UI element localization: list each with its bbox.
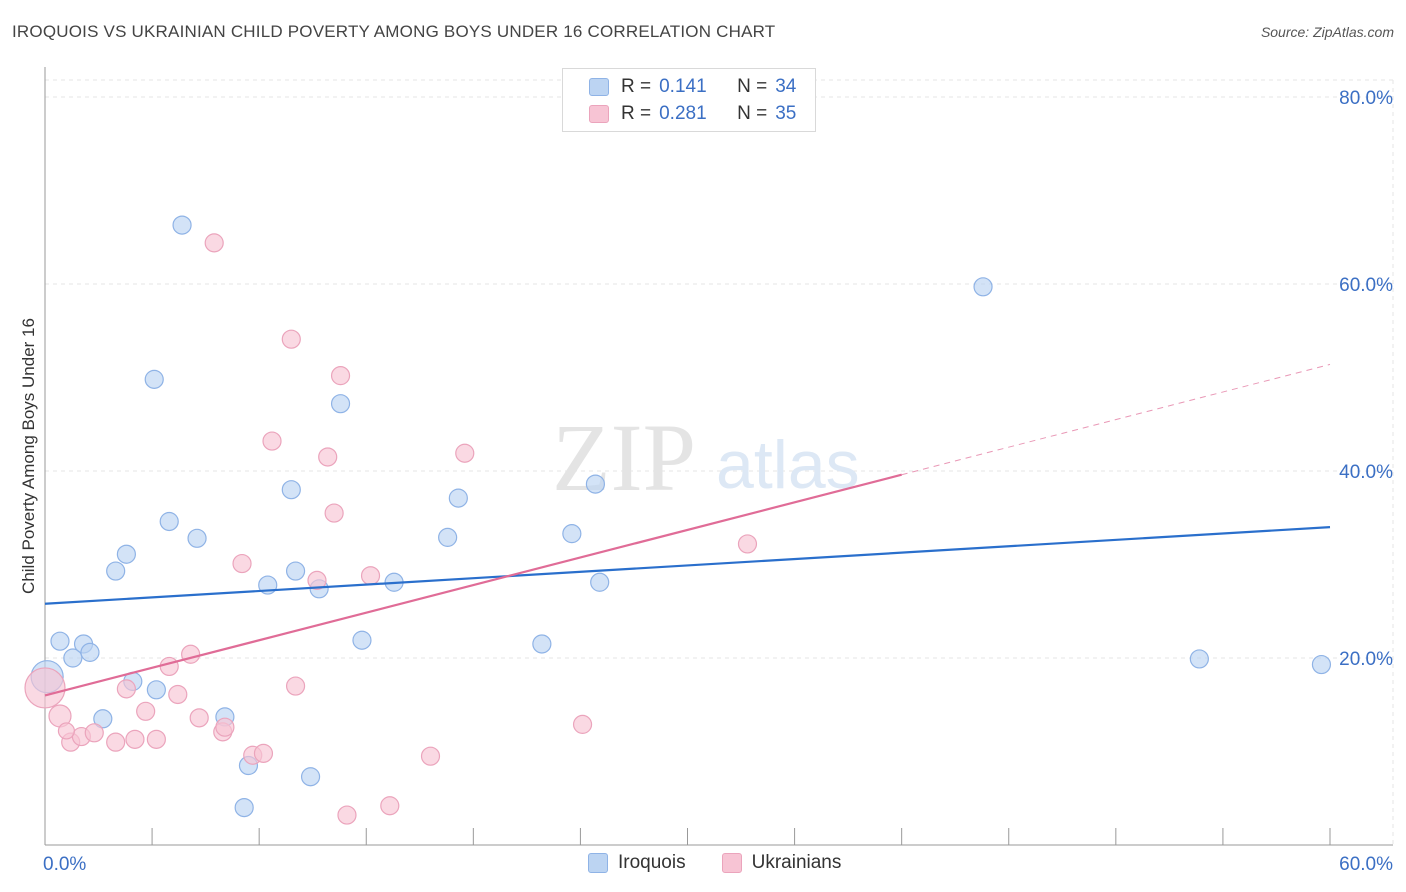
ukrainians-point — [455, 443, 475, 463]
ukrainians-swatch — [589, 105, 609, 123]
ukrainians-point — [215, 717, 235, 737]
iroquois-point — [93, 709, 113, 729]
watermark: ZIP atlas — [552, 404, 860, 511]
legend-row-ukrainians: R = 0.281 N = 35 — [589, 102, 796, 126]
ukrainians-point — [420, 746, 441, 766]
source-label: Source: ZipAtlas.com — [1260, 24, 1394, 40]
iroquois-point — [585, 474, 606, 494]
ukrainians-point — [136, 701, 156, 721]
iroquois-point — [352, 630, 372, 650]
ukrainians-point — [318, 447, 338, 467]
n-label: N = — [737, 76, 768, 97]
ukrainians-point — [380, 796, 400, 816]
series-legend: Iroquois Ukrainians — [588, 852, 877, 874]
ukrainians-point — [189, 708, 209, 728]
iroquois-point — [80, 642, 100, 662]
ukrainians-point — [253, 743, 274, 763]
iroquois-point — [330, 394, 351, 414]
n-value-ukrainians: 35 — [775, 103, 797, 124]
ukrainians-point — [125, 729, 145, 749]
iroquois-point — [562, 524, 582, 544]
ukrainians-point — [232, 553, 252, 574]
iroquois-legend-swatch — [588, 853, 608, 873]
iroquois-point — [1189, 649, 1209, 669]
iroquois-point — [146, 680, 166, 700]
n-value-iroquois: 34 — [775, 76, 797, 97]
ukrainians-point — [262, 431, 282, 451]
iroquois-point — [106, 561, 126, 581]
ukrainians-point — [285, 676, 306, 696]
iroquois-point — [973, 277, 993, 297]
ukrainians-point — [84, 723, 104, 743]
ukrainians-point — [24, 667, 66, 709]
iroquois-point — [448, 488, 468, 508]
iroquois-point — [300, 767, 321, 787]
ukrainians-point — [146, 729, 166, 749]
ukrainians-point — [106, 732, 126, 752]
correlation-legend: R = 0.141 N = 34 R = 0.281 N = 35 — [562, 68, 816, 132]
r-value-ukrainians: 0.281 — [659, 103, 707, 124]
y-tick-label: 60.0% — [1339, 275, 1393, 296]
trend-layer — [44, 363, 1331, 697]
ukrainians-point — [159, 656, 179, 677]
n-label: N = — [737, 103, 768, 124]
trend-line-iroquois — [44, 526, 1331, 605]
ukrainians-point — [737, 534, 758, 554]
y-tick-label: 80.0% — [1339, 88, 1393, 109]
iroquois-point — [172, 215, 192, 235]
chart-title: IROQUOIS VS UKRAINIAN CHILD POVERTY AMON… — [12, 22, 776, 41]
iroquois-swatch — [589, 78, 609, 96]
iroquois-point — [50, 631, 70, 651]
x-tick-label: 0.0% — [43, 854, 86, 875]
iroquois-point — [590, 572, 610, 592]
legend-item-iroquois[interactable]: Iroquois — [588, 852, 686, 874]
iroquois-point — [144, 369, 164, 389]
iroquois-point — [285, 561, 306, 581]
ukrainians-point — [281, 329, 301, 349]
iroquois-point — [159, 511, 179, 532]
iroquois-point — [234, 797, 254, 818]
ukrainians-point — [572, 714, 593, 734]
legend-label-iroquois: Iroquois — [618, 852, 686, 873]
ukrainians-point — [57, 722, 76, 740]
ukrainians-point — [324, 503, 344, 523]
ukrainians-point — [330, 366, 351, 386]
iroquois-point — [532, 634, 552, 654]
iroquois-point — [116, 544, 136, 564]
ukrainians-point — [360, 566, 381, 586]
ukrainians-point — [337, 805, 357, 825]
trend-line-extension-ukrainians — [901, 363, 1331, 476]
ukrainians-point — [307, 570, 327, 590]
y-tick-label: 20.0% — [1339, 649, 1393, 670]
iroquois-point — [187, 528, 207, 548]
ukrainians-point — [168, 684, 188, 705]
y-axis-label: Child Poverty Among Boys Under 16 — [19, 318, 38, 594]
iroquois-point — [438, 527, 458, 547]
legend-label-ukrainians: Ukrainians — [751, 852, 842, 873]
legend-item-ukrainians[interactable]: Ukrainians — [721, 852, 842, 874]
ukrainians-point — [116, 679, 136, 699]
x-tick-label: 60.0% — [1339, 854, 1393, 875]
r-label: R = — [621, 103, 652, 124]
iroquois-point — [63, 648, 83, 668]
r-value-iroquois: 0.141 — [659, 76, 707, 97]
r-label: R = — [621, 76, 652, 97]
y-tick-label: 40.0% — [1339, 462, 1393, 483]
watermark-zip: ZIP — [552, 404, 696, 511]
watermark-atlas: atlas — [716, 427, 860, 503]
tick-label-layer: 20.0% 40.0% 60.0% 80.0% 0.0% 60.0% — [43, 88, 1393, 875]
axis-layer — [44, 67, 1393, 846]
ukrainians-legend-swatch — [721, 853, 742, 873]
trend-line-ukrainians — [44, 473, 902, 697]
iroquois-point — [281, 480, 301, 500]
points-layer — [24, 215, 1332, 825]
ukrainians-point — [204, 233, 224, 253]
legend-row-iroquois: R = 0.141 N = 34 — [589, 75, 796, 99]
iroquois-point — [1311, 654, 1332, 675]
